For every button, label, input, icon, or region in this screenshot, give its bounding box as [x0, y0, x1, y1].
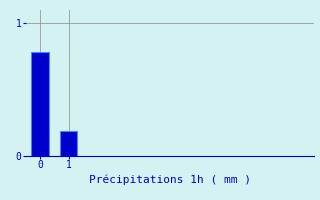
Bar [31, 52, 49, 156]
X-axis label: Précipitations 1h ( mm ): Précipitations 1h ( mm ) [89, 174, 251, 185]
Bar [60, 131, 77, 156]
